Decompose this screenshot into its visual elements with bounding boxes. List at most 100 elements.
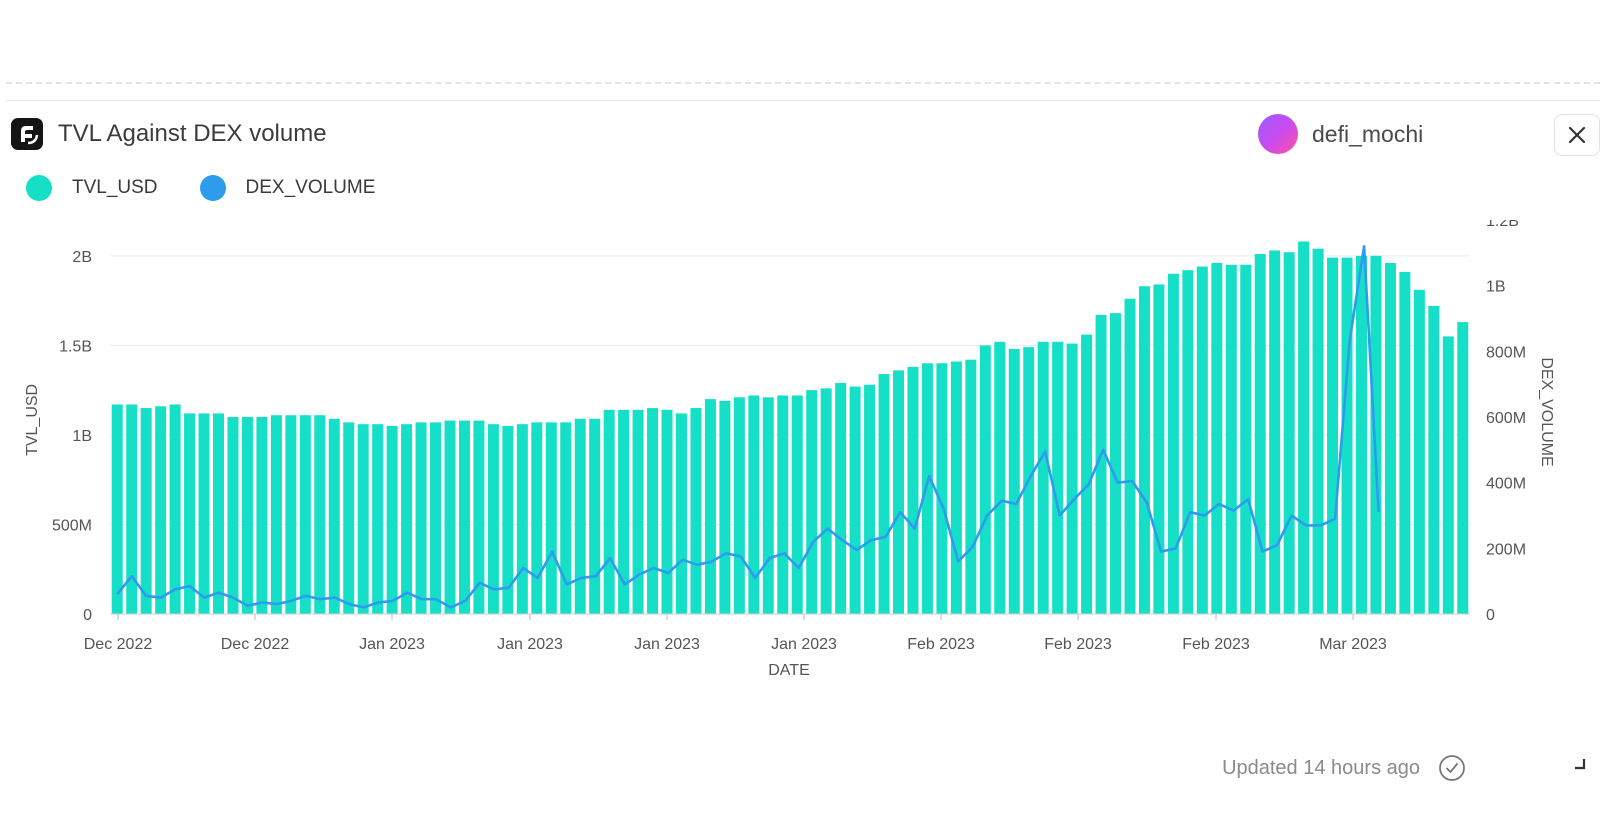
close-button[interactable] <box>1554 114 1600 156</box>
tvl-bar <box>574 418 586 614</box>
tvl-bar <box>531 422 543 614</box>
tvl-bar <box>921 363 933 614</box>
tvl-bar <box>603 409 615 614</box>
y2-tick-label: 0 <box>1486 607 1495 624</box>
tvl-bar <box>690 408 702 614</box>
tvl-bar <box>314 415 326 614</box>
tvl-bar <box>632 409 644 614</box>
legend-swatch-dex <box>199 175 226 201</box>
author[interactable]: defi_mochi <box>1258 114 1423 154</box>
tvl-bar <box>155 406 167 614</box>
author-name[interactable]: defi_mochi <box>1312 120 1424 147</box>
tvl-bar <box>126 404 138 614</box>
x-tick-label: Feb 2023 <box>1044 636 1112 653</box>
tvl-bar <box>1095 314 1107 614</box>
footer: Updated 14 hours ago <box>1222 754 1466 782</box>
tvl-bar <box>227 417 239 614</box>
tvl-bar <box>878 374 890 614</box>
tvl-bar <box>1124 298 1136 614</box>
tvl-bar <box>184 413 196 614</box>
tvl-bar <box>1110 313 1122 614</box>
x-tick-label: Jan 2023 <box>634 636 700 653</box>
y2-tick-label: 1.2B <box>1486 220 1519 230</box>
tvl-bar <box>1384 262 1396 614</box>
tvl-bar <box>401 424 413 614</box>
legend-item-tvl[interactable]: TVL_USD <box>26 175 158 201</box>
tvl-bar <box>1138 286 1150 614</box>
tvl-bar <box>545 422 557 614</box>
x-tick-label: Dec 2022 <box>221 636 290 653</box>
resize-handle-icon[interactable] <box>1574 758 1586 770</box>
y2-tick-label: 1B <box>1486 279 1506 296</box>
tvl-bar <box>198 413 210 614</box>
tvl-bar <box>1428 305 1440 614</box>
tvl-bar <box>1370 255 1382 614</box>
tvl-bar <box>979 345 991 614</box>
tvl-bar <box>1355 255 1367 614</box>
legend-label-tvl: TVL_USD <box>72 177 158 198</box>
x-tick-label: Jan 2023 <box>497 636 563 653</box>
x-tick-label: Jan 2023 <box>359 636 425 653</box>
x-tick-label: Feb 2023 <box>907 636 975 653</box>
tvl-bar <box>589 418 601 614</box>
tvl-bar <box>473 420 485 614</box>
tvl-bar <box>516 424 528 614</box>
y2-tick-label: 800M <box>1486 344 1526 361</box>
tvl-bar <box>661 409 673 614</box>
tvl-bar <box>415 422 427 614</box>
tvl-bar <box>1052 341 1064 614</box>
tvl-bar <box>1298 241 1310 614</box>
y-tick-label: 1B <box>72 428 92 445</box>
y-axis-title: TVL_USD <box>24 384 41 456</box>
updated-status: Updated 14 hours ago <box>1222 756 1420 779</box>
check-circle-icon[interactable] <box>1438 754 1466 782</box>
y-tick-label: 2B <box>72 249 92 266</box>
dex-volume-line <box>116 244 1380 609</box>
tvl-bar <box>386 425 398 614</box>
tvl-bar <box>864 384 876 614</box>
tvl-bar <box>907 366 919 614</box>
tvl-bar <box>1240 264 1252 614</box>
y2-tick-label: 200M <box>1486 541 1526 558</box>
tvl-bar <box>328 418 340 614</box>
tvl-bar <box>835 382 847 614</box>
tvl-bar <box>444 420 456 614</box>
tvl-bar <box>748 395 760 614</box>
x-axis-title: DATE <box>768 662 809 679</box>
tvl-bar <box>1457 322 1469 614</box>
tvl-bar <box>502 425 514 614</box>
tvl-bar <box>1269 250 1281 615</box>
tvl-bar <box>372 424 384 614</box>
tvl-bar <box>270 415 282 614</box>
top-divider <box>6 100 1600 101</box>
tvl-bar <box>647 408 659 614</box>
x-tick-label: Jan 2023 <box>771 636 837 653</box>
tvl-bar <box>487 424 499 614</box>
tvl-bar <box>820 388 832 614</box>
tvl-bar <box>936 363 948 614</box>
tvl-bar <box>1442 336 1454 614</box>
tvl-bar <box>675 413 687 614</box>
tvl-bar <box>560 422 572 614</box>
x-tick-label: Dec 2022 <box>84 636 153 653</box>
tvl-bar <box>1254 254 1266 614</box>
tvl-bar <box>458 420 470 614</box>
tvl-bar <box>1066 343 1078 614</box>
legend-label-dex: DEX_VOLUME <box>245 177 376 198</box>
y2-axis-title: DEX_VOLUME <box>1538 357 1555 466</box>
widget-header: TVL Against DEX volume <box>10 116 327 152</box>
legend-item-dex[interactable]: DEX_VOLUME <box>199 175 376 201</box>
y-tick-label: 500M <box>52 517 92 534</box>
tvl-bar <box>994 341 1006 614</box>
tvl-bar <box>1037 341 1049 614</box>
tvl-bar <box>950 361 962 614</box>
tvl-bar <box>806 390 818 614</box>
tvl-bar <box>140 408 152 614</box>
y2-tick-label: 600M <box>1486 410 1526 427</box>
avatar[interactable] <box>1258 114 1298 154</box>
tvl-bar <box>704 399 716 614</box>
tvl-bar <box>1008 348 1020 614</box>
tvl-bar <box>1312 248 1324 614</box>
chart-area: 0 500M 1B 1.5B 2B 0 200M 400M 600M 800M 1B 1.2B Dec … <box>24 220 1555 679</box>
tvl-bar <box>1211 262 1223 614</box>
